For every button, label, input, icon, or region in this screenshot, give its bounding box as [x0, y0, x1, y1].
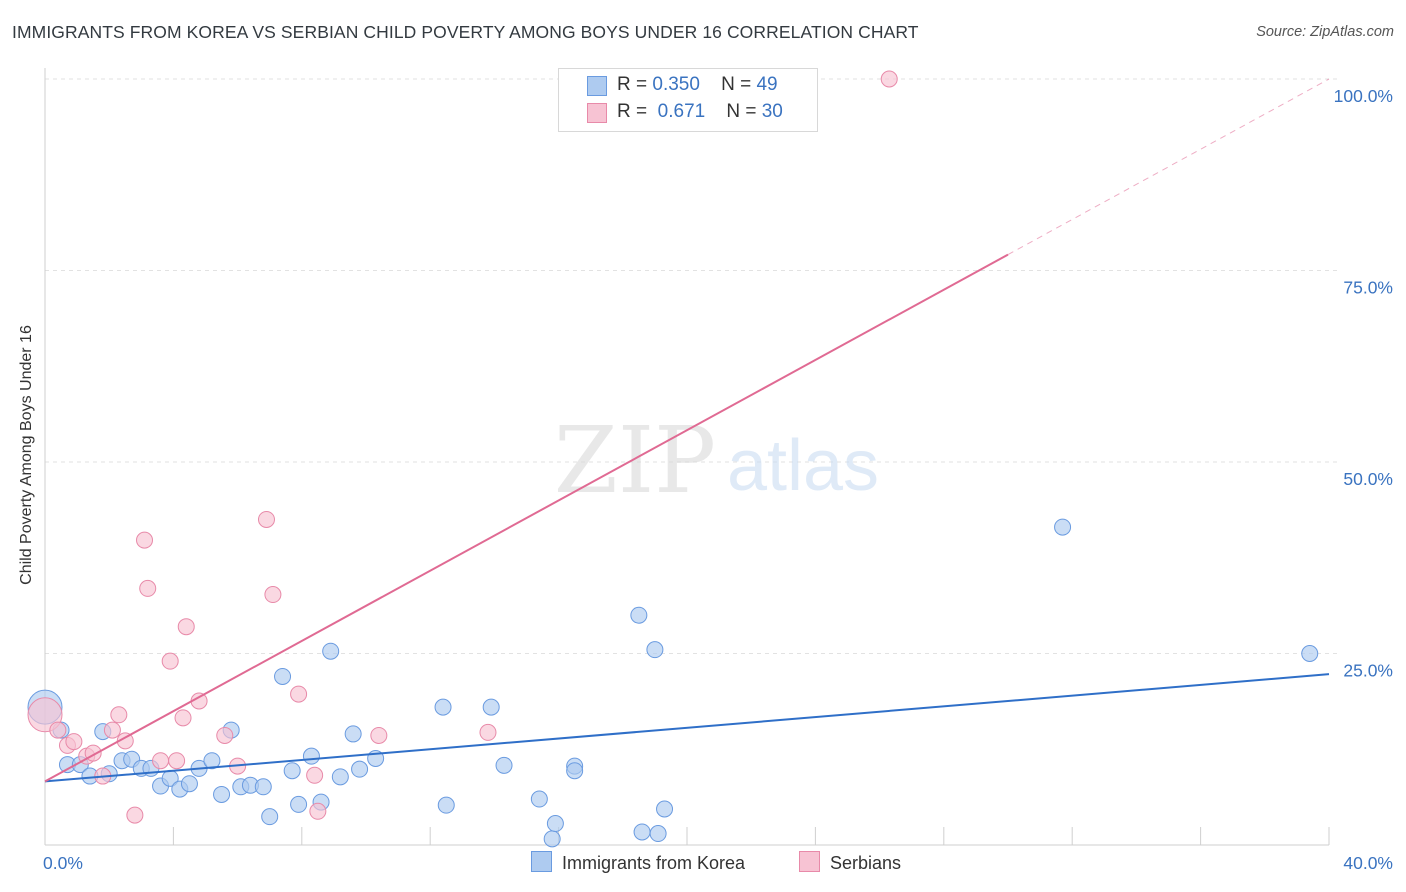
- korea-point: [437, 796, 455, 814]
- serbian-point: [216, 726, 234, 744]
- legend-item-serbians[interactable]: Serbians: [799, 851, 901, 874]
- serbian-point: [290, 685, 308, 703]
- serbian-point: [264, 586, 282, 604]
- serbian-point: [65, 733, 83, 751]
- serbian-point: [257, 510, 275, 528]
- korea-point: [302, 747, 320, 765]
- serbian-point: [152, 752, 170, 770]
- serbians-r-label: R =: [617, 101, 648, 122]
- serbian-point: [306, 766, 324, 784]
- korea-point: [290, 795, 308, 813]
- watermark-zip: ZIP: [554, 407, 716, 514]
- serbian-point: [168, 752, 186, 770]
- y-tick-label: 50.0%: [1343, 469, 1393, 489]
- serbian-point: [370, 726, 388, 744]
- serbian-point: [161, 652, 179, 670]
- korea-point: [344, 725, 362, 743]
- korea-point: [482, 698, 500, 716]
- serbian-point: [103, 721, 121, 739]
- korea-point: [434, 698, 452, 716]
- x-tick-label-min: 0.0%: [43, 853, 83, 873]
- gridlines: [45, 78, 1339, 654]
- stats-legend: R = 0.350 N = 49 R = 0.671 N = 30: [558, 68, 818, 132]
- korea-point: [530, 790, 548, 808]
- korea-point: [566, 762, 584, 780]
- korea-point: [546, 815, 564, 833]
- serbian-point: [139, 579, 157, 597]
- korea-point: [630, 606, 648, 624]
- korea-trend-line: [44, 673, 1330, 783]
- korea-point: [203, 752, 221, 770]
- x-tick-label-max: 40.0%: [1343, 853, 1393, 873]
- serbian-trend-extension: [1007, 78, 1330, 256]
- source-label: Source: ZipAtlas.com: [1256, 24, 1394, 40]
- serbian-point: [110, 706, 128, 724]
- korea-point: [180, 775, 198, 793]
- serbian-point: [880, 70, 898, 88]
- korea-legend-swatch: [531, 851, 552, 872]
- korea-point: [649, 825, 667, 843]
- watermark-atlas: atlas: [727, 426, 879, 506]
- korea-point: [543, 830, 561, 848]
- korea-point: [283, 762, 301, 780]
- serbian-point: [177, 618, 195, 636]
- korea-point: [213, 785, 231, 803]
- serbian-point: [49, 721, 67, 739]
- korea-point: [495, 756, 513, 774]
- serbians-n-value: 30: [761, 101, 783, 122]
- korea-n-label: N =: [721, 74, 752, 95]
- tick-labels: 25.0% 50.0% 75.0% 100.0% 0.0% 40.0%: [43, 86, 1393, 873]
- korea-legend-label: Immigrants from Korea: [562, 853, 746, 873]
- korea-point: [331, 768, 349, 786]
- serbians-swatch: [587, 103, 607, 123]
- korea-point: [322, 642, 340, 660]
- serbian-point: [126, 806, 144, 824]
- korea-point: [646, 641, 664, 659]
- serbian-trend-line: [44, 253, 1009, 783]
- korea-r-value: 0.350: [652, 74, 700, 95]
- korea-point: [1301, 645, 1319, 662]
- y-tick-label: 100.0%: [1334, 86, 1393, 106]
- trend-lines: [44, 78, 1330, 783]
- serbian-point: [174, 709, 192, 727]
- serbian-point: [479, 723, 497, 741]
- chart-title: IMMIGRANTS FROM KOREA VS SERBIAN CHILD P…: [12, 22, 919, 42]
- data-points: [27, 70, 1319, 848]
- korea-point: [1054, 518, 1072, 536]
- korea-point: [261, 808, 279, 826]
- serbian-point: [309, 802, 327, 820]
- korea-swatch: [587, 76, 607, 96]
- legend-item-korea[interactable]: Immigrants from Korea: [531, 851, 745, 874]
- korea-r-label: R =: [617, 74, 648, 95]
- y-tick-label: 75.0%: [1343, 278, 1393, 298]
- korea-point: [633, 823, 651, 841]
- korea-point: [274, 667, 292, 685]
- serbians-legend-label: Serbians: [830, 853, 902, 873]
- serbians-n-label: N =: [726, 101, 757, 122]
- y-tick-label: 25.0%: [1343, 661, 1393, 681]
- korea-n-value: 49: [756, 74, 778, 95]
- korea-point: [656, 800, 674, 818]
- serbians-r-value: 0.671: [657, 101, 706, 122]
- serbian-point: [136, 531, 154, 549]
- korea-point: [254, 778, 272, 796]
- korea-point: [351, 760, 369, 778]
- serbians-legend-swatch: [799, 851, 820, 872]
